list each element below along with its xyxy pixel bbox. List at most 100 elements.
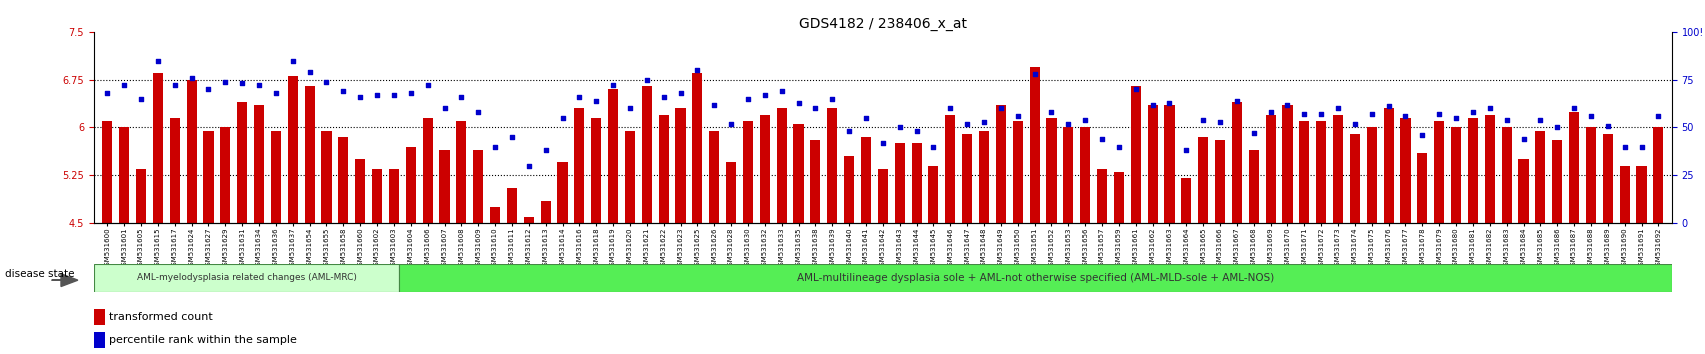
Bar [399,264,1671,292]
Point [1054,121,1081,126]
Bar [389,169,399,223]
Point [1222,98,1250,103]
Point [902,129,929,134]
Bar [979,131,989,223]
Point [1543,125,1570,130]
Bar [288,76,298,223]
Point [818,96,846,102]
Bar [962,134,972,223]
Point [801,105,829,111]
Point [1442,115,1470,121]
Bar [1483,115,1494,223]
Point [598,82,626,88]
Point [380,92,407,98]
Text: disease state: disease state [5,269,73,279]
Bar [928,166,938,223]
Point [953,121,980,126]
Bar [1383,108,1393,223]
Point [515,163,542,169]
Bar [1586,127,1596,223]
Point [650,94,677,100]
Bar [119,127,130,223]
Bar [1635,166,1645,223]
Bar [338,137,348,223]
Bar [1434,121,1444,223]
Bar [94,309,104,325]
Bar [1315,121,1325,223]
Point [94,90,121,96]
Point [1188,117,1216,122]
Point [549,115,576,121]
Point [1408,132,1436,138]
Bar [186,80,196,223]
Bar [1079,127,1089,223]
Point [667,90,694,96]
Point [1105,144,1132,149]
Bar [1569,112,1579,223]
Point [177,75,205,81]
Point [1306,111,1333,117]
Point [128,96,155,102]
Point [718,121,745,126]
Point [784,100,812,105]
Point [194,86,222,92]
Bar [1231,102,1241,223]
Bar [827,108,837,223]
Point [919,144,946,149]
Bar [726,162,737,223]
Bar [169,118,179,223]
Point [228,81,256,86]
Bar [1601,134,1611,223]
Bar [996,105,1006,223]
Bar [506,188,517,223]
Point [970,119,997,125]
Bar [455,121,465,223]
Bar [1165,105,1173,223]
Bar [810,140,820,223]
Bar [658,115,668,223]
Point [280,58,307,63]
Bar [878,169,887,223]
Bar [1113,172,1124,223]
Point [1171,148,1199,153]
Point [312,79,339,84]
Bar [254,105,264,223]
Point [633,77,660,82]
Point [246,82,273,88]
Bar [624,131,634,223]
Point [566,94,593,100]
Point [1458,109,1485,115]
Bar [94,264,399,292]
Point [447,94,474,100]
Point [145,58,172,63]
Bar [102,121,113,223]
Bar [355,159,365,223]
Bar [1265,115,1275,223]
Bar [220,127,230,223]
Text: percentile rank within the sample: percentile rank within the sample [109,335,297,346]
Bar [1028,67,1038,223]
Bar [776,108,786,223]
Point [1610,144,1637,149]
Point [532,148,559,153]
Bar [692,73,702,223]
Point [1357,111,1384,117]
Bar [759,115,769,223]
Point [1274,102,1301,107]
Bar [1451,127,1459,223]
Bar [575,108,585,223]
Bar [237,102,247,223]
Point [1122,86,1149,92]
Bar [1180,178,1190,223]
FancyArrow shape [51,274,78,286]
Bar [1197,137,1207,223]
Bar [1214,140,1224,223]
Point [160,82,188,88]
Point [1205,119,1233,125]
Point [616,105,643,111]
Bar [540,201,551,223]
Bar [1045,118,1055,223]
Bar [321,131,331,223]
Point [733,96,760,102]
Bar [945,115,955,223]
